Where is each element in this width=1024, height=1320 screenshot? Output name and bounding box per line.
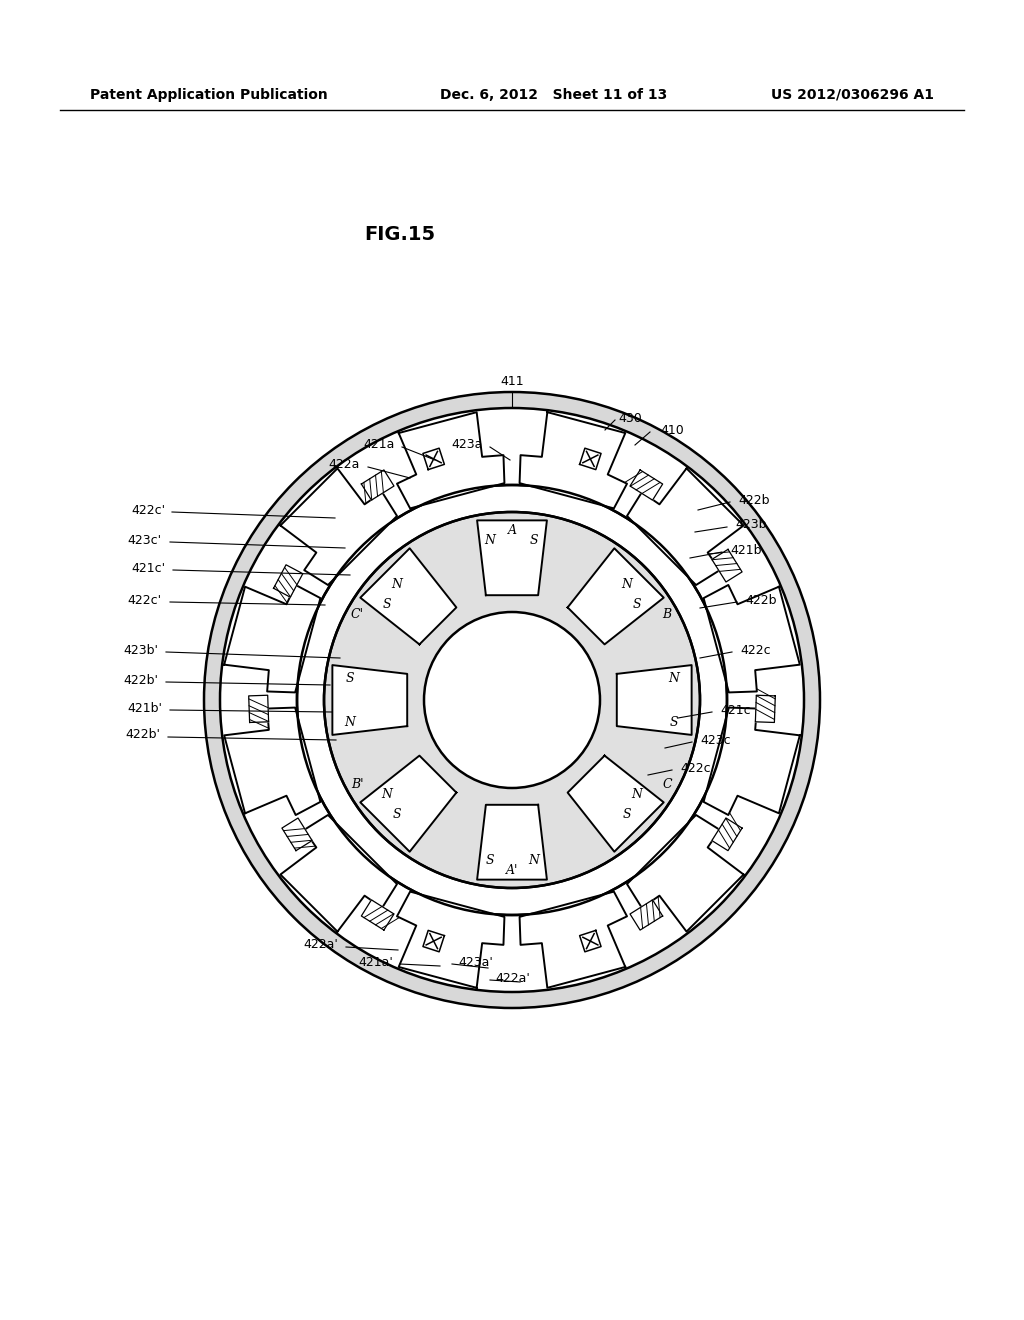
Polygon shape (580, 931, 601, 952)
Polygon shape (249, 696, 268, 722)
Circle shape (324, 512, 700, 888)
Text: Dec. 6, 2012   Sheet 11 of 13: Dec. 6, 2012 Sheet 11 of 13 (440, 88, 668, 102)
Polygon shape (567, 548, 664, 644)
Text: C': C' (350, 609, 364, 622)
Text: 422c': 422c' (128, 594, 162, 606)
Text: 423b: 423b (735, 519, 767, 532)
Polygon shape (361, 470, 394, 500)
Text: 421a: 421a (364, 438, 395, 451)
Text: 422a': 422a' (303, 939, 338, 952)
Text: N: N (382, 788, 392, 801)
Polygon shape (712, 818, 742, 850)
Polygon shape (477, 805, 547, 879)
Polygon shape (477, 520, 547, 595)
Polygon shape (519, 412, 627, 508)
Polygon shape (616, 665, 691, 735)
Text: B': B' (351, 779, 364, 792)
Text: 423b': 423b' (123, 644, 158, 656)
Text: S: S (346, 672, 354, 685)
Polygon shape (423, 931, 444, 952)
Text: N: N (632, 788, 642, 801)
Polygon shape (703, 585, 800, 693)
Text: N: N (484, 533, 496, 546)
Text: S: S (670, 715, 678, 729)
Circle shape (220, 408, 804, 993)
Polygon shape (273, 565, 303, 597)
Text: S: S (383, 598, 391, 611)
Text: S: S (485, 854, 495, 866)
Text: 422b: 422b (738, 494, 769, 507)
Text: Patent Application Publication: Patent Application Publication (90, 88, 328, 102)
Polygon shape (333, 665, 408, 735)
Text: 421c: 421c (720, 704, 751, 717)
Text: 422a: 422a (329, 458, 360, 471)
Text: N: N (391, 578, 402, 591)
Circle shape (297, 484, 727, 915)
Polygon shape (282, 818, 312, 850)
Polygon shape (756, 696, 775, 722)
Polygon shape (281, 814, 397, 932)
Polygon shape (712, 549, 742, 582)
Text: N: N (622, 578, 633, 591)
Text: US 2012/0306296 A1: US 2012/0306296 A1 (771, 88, 934, 102)
Text: 422c: 422c (680, 762, 711, 775)
Polygon shape (703, 708, 800, 814)
Text: N: N (528, 854, 540, 866)
Polygon shape (630, 900, 663, 931)
Polygon shape (627, 469, 743, 585)
Polygon shape (397, 891, 505, 987)
Polygon shape (361, 900, 394, 931)
Text: 422b: 422b (745, 594, 776, 606)
Text: 411: 411 (500, 375, 524, 388)
Text: 423a': 423a' (458, 956, 493, 969)
Text: N: N (669, 672, 680, 685)
Text: 422c': 422c' (131, 503, 165, 516)
Text: S: S (623, 808, 632, 821)
Polygon shape (580, 449, 601, 470)
Text: A: A (508, 524, 516, 536)
Text: 423c': 423c' (128, 533, 162, 546)
Text: 430: 430 (618, 412, 642, 425)
Polygon shape (360, 755, 457, 851)
Text: 421a': 421a' (358, 956, 393, 969)
Polygon shape (519, 891, 627, 987)
Polygon shape (423, 449, 444, 470)
Text: B: B (663, 609, 672, 622)
Text: 423c: 423c (700, 734, 731, 747)
Polygon shape (224, 585, 321, 693)
Text: 422c: 422c (740, 644, 771, 656)
Text: S: S (529, 533, 539, 546)
Text: 423a: 423a (452, 438, 483, 451)
Text: 421c': 421c' (131, 561, 165, 574)
Polygon shape (360, 548, 457, 644)
Polygon shape (224, 708, 321, 814)
Circle shape (204, 392, 820, 1008)
Text: C: C (663, 779, 672, 792)
Text: 421b: 421b (730, 544, 762, 557)
Polygon shape (567, 755, 664, 851)
Text: S: S (633, 598, 641, 611)
Text: 410: 410 (660, 424, 684, 437)
Polygon shape (630, 470, 663, 500)
Text: 422a': 422a' (495, 972, 529, 985)
Text: A': A' (506, 863, 518, 876)
Polygon shape (281, 469, 397, 585)
Text: 421b': 421b' (127, 701, 162, 714)
Text: S: S (392, 808, 401, 821)
Text: N: N (344, 715, 355, 729)
Polygon shape (397, 412, 505, 508)
Text: 422b': 422b' (125, 729, 160, 742)
Text: FIG.15: FIG.15 (365, 226, 435, 244)
Polygon shape (627, 814, 743, 932)
Text: 422b': 422b' (123, 673, 158, 686)
Circle shape (424, 612, 600, 788)
